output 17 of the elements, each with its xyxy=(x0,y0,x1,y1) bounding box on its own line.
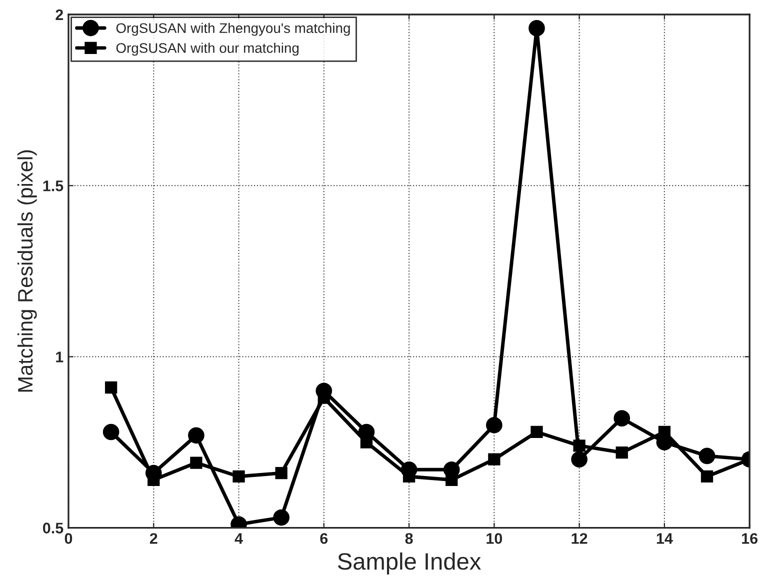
x-tick-label: 6 xyxy=(320,533,328,544)
y-tick-label: 1.5 xyxy=(43,180,64,192)
legend-label: OrgSUSAN with Zhengyou's matching xyxy=(116,22,350,36)
x-tick-label: 14 xyxy=(656,533,673,544)
y-tick-label: 0.5 xyxy=(42,522,64,534)
x-tick-label: 2 xyxy=(150,533,158,544)
y-tick-label: 1 xyxy=(56,352,64,362)
legend-label: OrgSUSAN with our matching xyxy=(116,42,299,56)
y-tick-label: 2 xyxy=(56,9,64,20)
x-tick-label: 4 xyxy=(234,533,243,544)
x-tick-label: 8 xyxy=(405,533,413,544)
x-tick-label: 10 xyxy=(486,533,502,544)
x-tick-label: 12 xyxy=(572,533,588,544)
x-tick-label: 0 xyxy=(64,533,72,544)
x-axis-title: Sample Index xyxy=(338,552,481,574)
x-tick-label: 16 xyxy=(742,533,758,544)
y-axis-title: Matching Residuals (pixel) xyxy=(17,150,37,392)
